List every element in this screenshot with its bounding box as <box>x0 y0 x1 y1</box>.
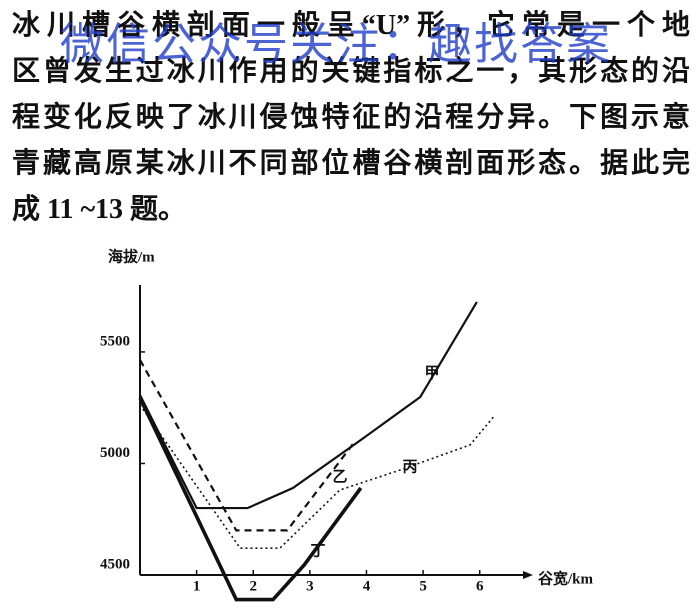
series-label: 乙 <box>332 469 347 485</box>
watermark: 微信公众号关注：趣找答案 <box>60 19 612 70</box>
passage-line: 区曾发生过冰川作用的关键指标之一，其形态的沿 <box>12 56 690 87</box>
x-tick-label: 1 <box>193 578 201 594</box>
series-label: 丁 <box>310 543 325 559</box>
series-line <box>139 359 357 532</box>
passage-line: 青藏高原某冰川不同部位槽谷横剖面形态。据此完 <box>12 148 690 179</box>
x-tick-label: 6 <box>476 578 484 594</box>
x-axis-label: 谷宽/km <box>538 569 594 587</box>
y-axis-label: 海拔/m <box>108 247 155 265</box>
x-tick-label: 3 <box>306 578 314 594</box>
passage-line: 成 11 ~13 题。 <box>12 194 187 225</box>
x-tick-label: 2 <box>249 578 257 594</box>
y-tick-label: 5500 <box>100 333 130 349</box>
series-line <box>138 397 363 602</box>
y-tick-label: 5000 <box>100 445 130 461</box>
series-line <box>139 404 496 550</box>
passage-line: 冰川槽谷横剖面一般呈“U”形，它常是一个地 <box>12 10 690 41</box>
x-axis-arrow <box>523 571 533 579</box>
x-tick-label: 4 <box>363 578 371 594</box>
series-label: 丙 <box>402 458 417 475</box>
series-line <box>139 301 478 510</box>
y-tick-label: 4500 <box>100 556 130 572</box>
series-label: 甲 <box>424 364 439 381</box>
x-tick-label: 5 <box>419 578 427 594</box>
passage-line: 程变化反映了冰川侵蚀特征的沿程分异。下图示意 <box>12 102 690 133</box>
